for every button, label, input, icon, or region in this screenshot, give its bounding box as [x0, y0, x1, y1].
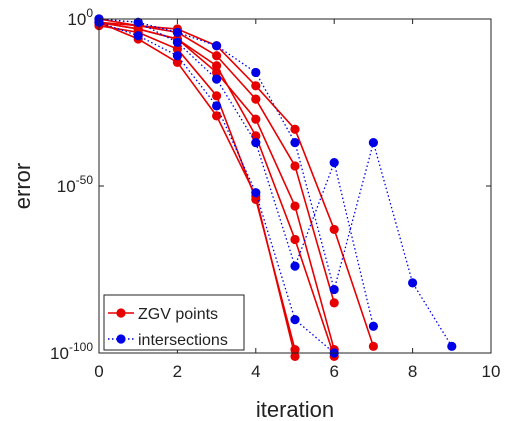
- intersections-point: [329, 284, 339, 295]
- intersections-point: [290, 261, 300, 271]
- zgv-points-point: [251, 114, 261, 124]
- legend: ZGV points intersections: [103, 294, 245, 351]
- x-tick-label: 10: [482, 362, 501, 381]
- y-axis-label: error: [10, 163, 35, 209]
- zgv-points-point: [368, 341, 378, 351]
- zgv-points-line-6: [98, 18, 375, 347]
- zgv-points-point: [290, 351, 300, 361]
- x-tick-label: 0: [94, 362, 103, 381]
- x-tick-label: 8: [408, 362, 417, 381]
- intersections-point: [172, 51, 182, 61]
- intersections-point: [329, 158, 339, 168]
- zgv-points-point: [290, 234, 300, 245]
- legend-marker-intersections: [116, 334, 126, 344]
- intersections-point: [212, 41, 222, 51]
- y-tick-label: 10-100: [50, 340, 93, 363]
- intersections-point: [133, 17, 143, 27]
- zgv-points-point: [251, 81, 261, 91]
- zgv-points-point: [251, 194, 261, 204]
- x-tick-label: 4: [251, 362, 260, 381]
- x-axis-label: iteration: [256, 397, 334, 421]
- legend-box: [103, 294, 245, 351]
- legend-marker-zgv-points: [116, 308, 126, 318]
- zgv-points-point: [212, 61, 222, 71]
- intersections-point: [368, 321, 378, 331]
- ticks: 0 2 4 6 8 10 100 10-50 10-100: [50, 6, 500, 381]
- zgv-points-point: [329, 298, 339, 308]
- zgv-points-point: [329, 224, 339, 235]
- intersections-point: [290, 137, 300, 148]
- zgv-points-point: [290, 124, 300, 134]
- intersections-point: [212, 74, 222, 84]
- x-tick-label: 2: [173, 362, 182, 381]
- x-tick-label: 6: [329, 362, 338, 381]
- zgv-points-point: [172, 57, 182, 68]
- intersections-point: [251, 137, 261, 148]
- zgv-points-point: [290, 345, 300, 355]
- intersections-point: [133, 31, 143, 41]
- intersections-point: [447, 341, 457, 351]
- zgv-points-point: [290, 201, 300, 211]
- intersections-point: [212, 101, 222, 111]
- zgv-points-point: [172, 44, 182, 54]
- legend-label-intersections: intersections: [138, 332, 228, 349]
- series-layer: [94, 14, 457, 361]
- intersections-point: [290, 315, 300, 325]
- intersections-point: [368, 137, 378, 148]
- intersections-point: [408, 278, 418, 288]
- zgv-points-point: [212, 111, 222, 121]
- zgv-points-point: [251, 131, 261, 141]
- intersections-point: [172, 27, 182, 37]
- plot-frame: [98, 18, 492, 354]
- intersections-point: [251, 67, 261, 78]
- zgv-points-line-2: [98, 24, 296, 350]
- intersections-line-1: [98, 18, 453, 347]
- intersections-point: [172, 37, 182, 47]
- legend-label-zgv-points: ZGV points: [138, 306, 218, 323]
- zgv-points-point: [212, 91, 222, 101]
- y-tick-label: 100: [67, 6, 93, 29]
- zgv-points-point: [290, 161, 300, 171]
- zgv-points-point: [212, 51, 222, 61]
- zgv-points-point: [212, 67, 222, 78]
- y-tick-label: 10-50: [57, 173, 94, 196]
- intersections-point: [251, 188, 261, 198]
- zgv-points-point: [251, 94, 261, 104]
